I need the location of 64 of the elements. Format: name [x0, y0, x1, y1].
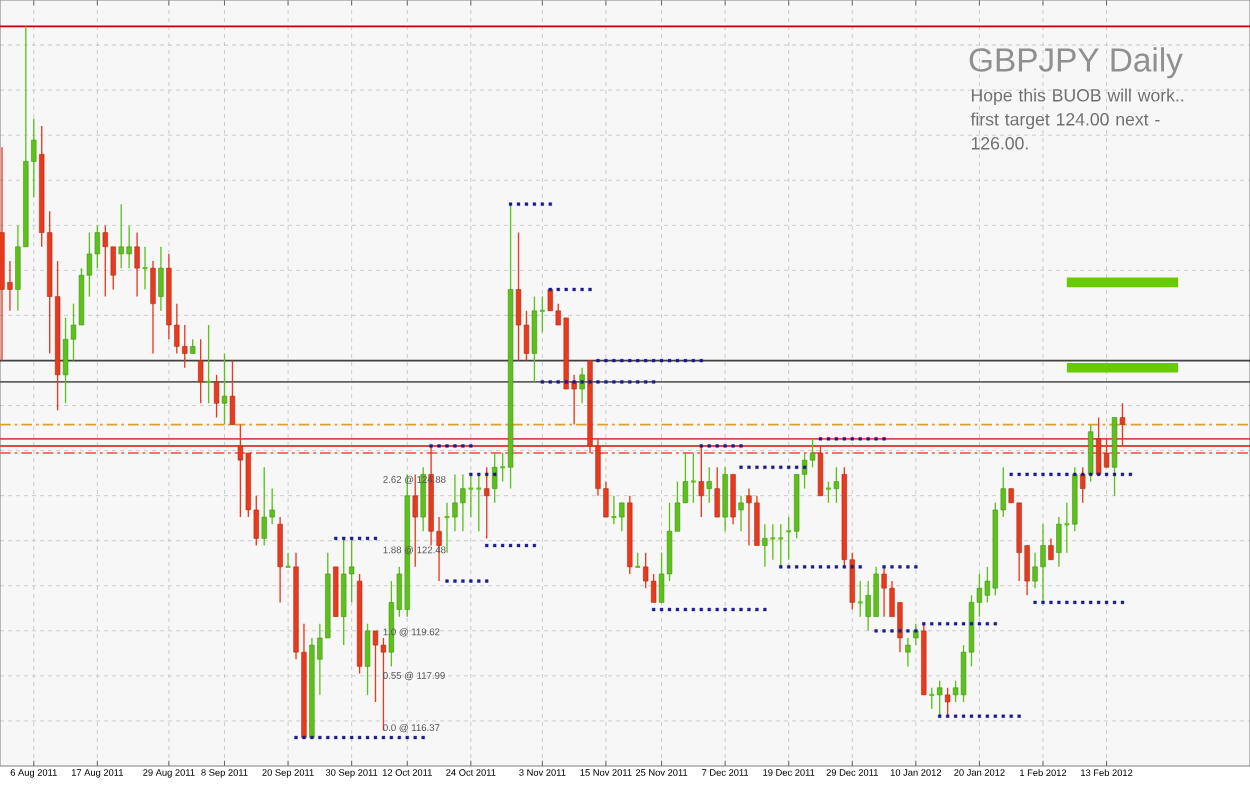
candlestick [873, 566, 879, 618]
candlestick [754, 495, 760, 547]
candlestick [118, 203, 124, 269]
candlestick [277, 516, 283, 604]
candlestick [412, 473, 418, 568]
candlestick [1119, 402, 1126, 447]
candlestick [1103, 438, 1110, 468]
candlestick [714, 466, 720, 518]
candlestick [372, 630, 379, 703]
candlestick [817, 445, 824, 497]
candlestick [769, 523, 777, 561]
candlestick [515, 231, 522, 362]
candlestick [531, 295, 538, 383]
candlestick [809, 438, 816, 468]
text: GBPJPY Daily [969, 47, 1183, 79]
candlestick [213, 374, 220, 419]
candlestick [928, 687, 936, 710]
candlestick [706, 466, 712, 504]
candlestick [1080, 466, 1086, 504]
candlestick [475, 473, 483, 532]
candlestick [62, 317, 69, 404]
candlestick [261, 466, 267, 547]
candlestick [126, 224, 132, 269]
candlestick [452, 473, 458, 532]
candlestick [134, 231, 140, 298]
candlestick [460, 473, 466, 532]
annotation: Hope this BUOB will work.. first target 124.00 next - 126.00. [970, 88, 1184, 150]
candlestick [364, 623, 371, 696]
candlestick [484, 466, 490, 540]
candlestick [881, 566, 887, 618]
candlestick [341, 537, 347, 646]
candlestick [229, 359, 236, 426]
candlestick [380, 637, 387, 732]
candlestick [1032, 551, 1038, 589]
candlestick [94, 224, 101, 269]
candlestick [150, 260, 156, 355]
candlestick [722, 466, 728, 532]
candlestick [102, 224, 108, 298]
candlestick [833, 466, 840, 504]
candlestick [650, 573, 657, 604]
candlestick [905, 637, 911, 668]
candlestick [182, 324, 188, 369]
candlestick [762, 523, 768, 568]
candlestick [610, 495, 618, 525]
candlestick [221, 352, 228, 426]
candlestick [738, 495, 744, 532]
candlestick [937, 679, 943, 717]
candlestick [1048, 537, 1054, 561]
candlestick [1088, 423, 1094, 483]
candlestick [944, 687, 951, 717]
candlestick [746, 487, 752, 547]
candlestick [1040, 523, 1046, 604]
candlestick [777, 523, 785, 568]
candlestick [1095, 416, 1102, 476]
candlestick [865, 580, 871, 632]
candlestick [856, 580, 864, 618]
candlestick [1056, 516, 1062, 568]
candlestick [158, 246, 164, 312]
candlestick [237, 423, 244, 518]
candlestick [730, 473, 736, 525]
candlestick [698, 445, 704, 518]
candlestick [619, 502, 625, 532]
candlestick [198, 338, 204, 404]
candlestick [467, 473, 475, 518]
